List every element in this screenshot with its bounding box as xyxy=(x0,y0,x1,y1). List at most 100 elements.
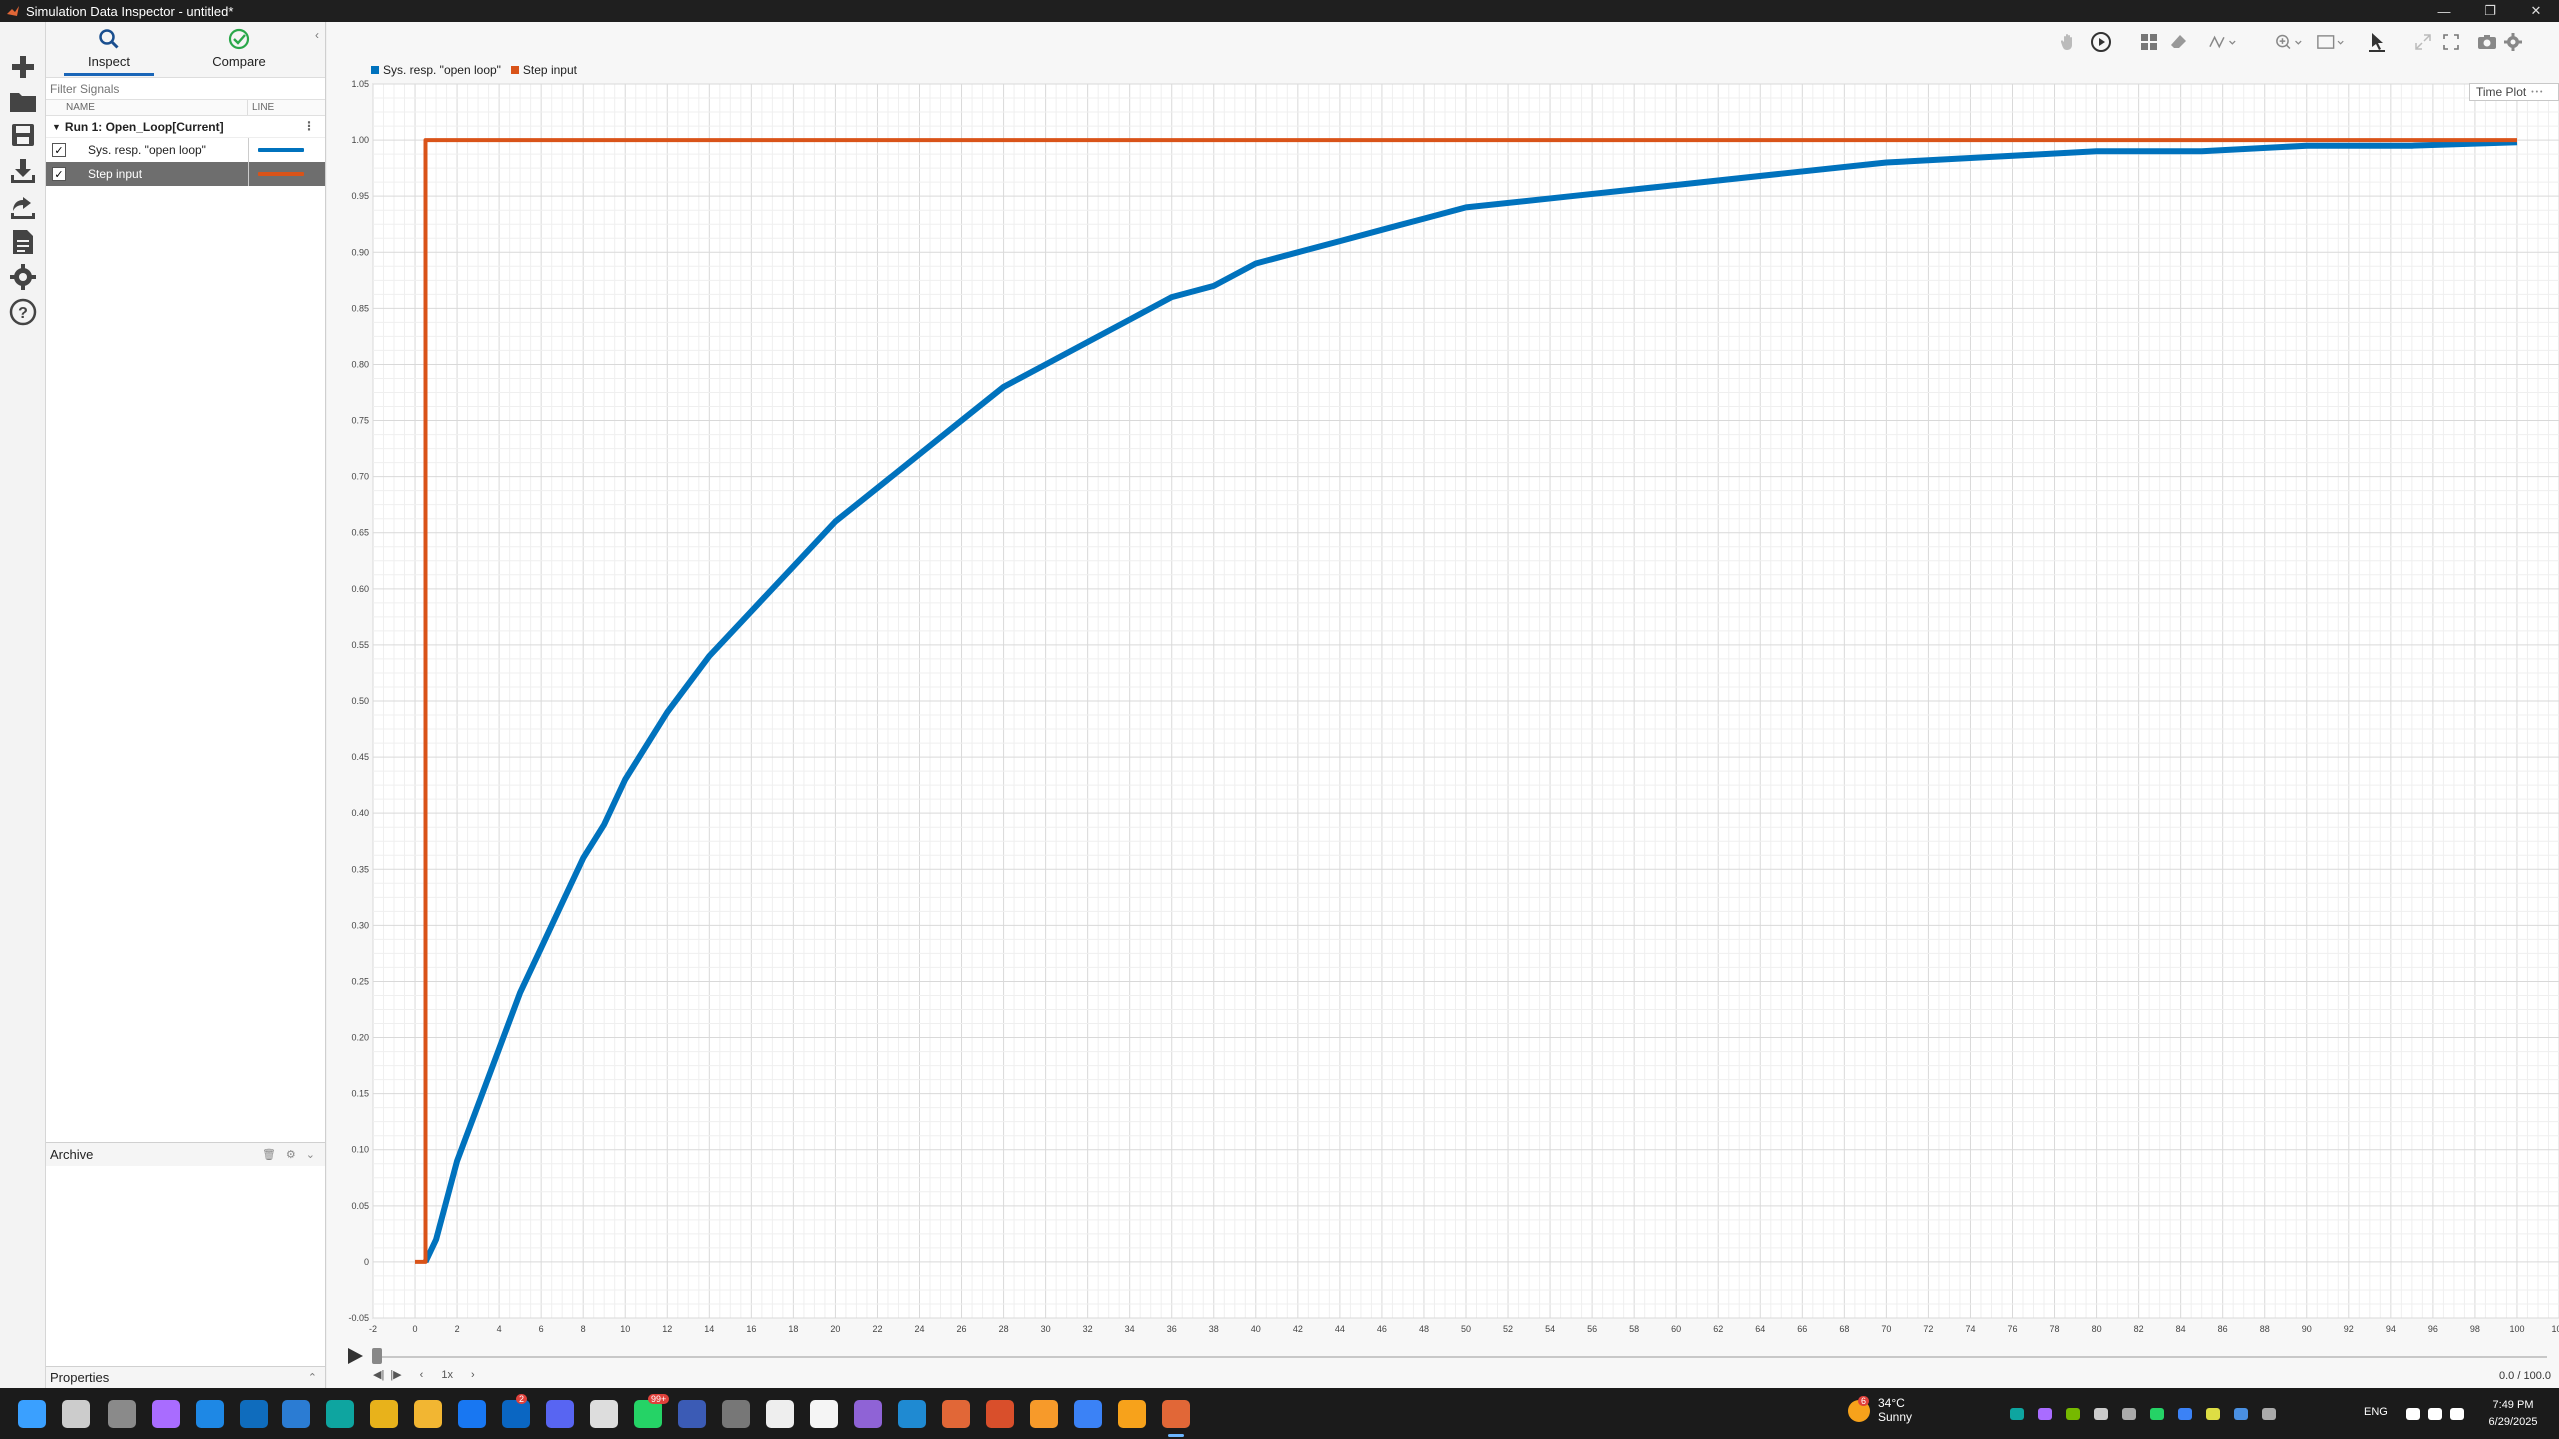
facebook-icon[interactable] xyxy=(458,1400,486,1428)
tray-edge-icon[interactable] xyxy=(2010,1408,2024,1420)
trash-icon[interactable]: 🗑 xyxy=(261,1149,276,1161)
discord-icon[interactable] xyxy=(546,1400,574,1428)
snapshot-button[interactable] xyxy=(2473,28,2501,56)
headphones-icon[interactable] xyxy=(1118,1400,1146,1428)
tray-nvidia-icon[interactable] xyxy=(2066,1408,2080,1420)
matlab-2-icon[interactable] xyxy=(986,1400,1014,1428)
preferences-button[interactable] xyxy=(6,260,40,294)
tray-whatsapp-icon[interactable] xyxy=(2150,1408,2164,1420)
collapse-panel-icon[interactable]: ‹ xyxy=(315,28,319,42)
camera-app-icon[interactable] xyxy=(590,1400,618,1428)
tray-copilot-icon[interactable] xyxy=(2038,1408,2052,1420)
edge-icon[interactable] xyxy=(326,1400,354,1428)
layout-button[interactable] xyxy=(2135,28,2163,56)
language-indicator[interactable]: ENG xyxy=(2364,1406,2388,1418)
open-button[interactable] xyxy=(6,84,40,118)
report-button[interactable] xyxy=(6,225,40,259)
run-expand-icon[interactable]: ▼ xyxy=(52,121,61,132)
step-back-icon[interactable]: ◀| xyxy=(373,1369,385,1381)
tray-app-icon[interactable] xyxy=(2094,1408,2108,1420)
import-button[interactable] xyxy=(6,154,40,188)
outlook-icon[interactable] xyxy=(240,1400,268,1428)
windows-start-icon[interactable] xyxy=(18,1400,46,1428)
slower-icon[interactable]: ‹ xyxy=(419,1368,424,1381)
vscode-icon[interactable] xyxy=(898,1400,926,1428)
tray-clock-icon[interactable] xyxy=(2234,1408,2248,1420)
clock[interactable]: 7:49 PM 6/29/2025 xyxy=(2478,1397,2548,1431)
tab-inspect[interactable]: Inspect xyxy=(64,26,154,76)
fullscreen-button[interactable] xyxy=(2437,28,2465,56)
signal-checkbox[interactable]: ✓ xyxy=(52,143,66,157)
faster-icon[interactable]: › xyxy=(470,1368,475,1381)
clear-button[interactable] xyxy=(2165,28,2193,56)
todo-icon[interactable] xyxy=(1074,1400,1102,1428)
minimize-button[interactable]: — xyxy=(2437,3,2451,19)
playback-toggle-button[interactable] xyxy=(2087,28,2115,56)
run-menu-icon[interactable]: ⋮ xyxy=(303,119,315,133)
tray-security-icon[interactable] xyxy=(2178,1408,2192,1420)
new-button[interactable] xyxy=(6,50,40,84)
visualization-button[interactable] xyxy=(2209,28,2237,56)
step-forward-icon[interactable]: |▶ xyxy=(390,1369,402,1381)
copilot-icon[interactable] xyxy=(152,1400,180,1428)
notion-icon[interactable] xyxy=(810,1400,838,1428)
search-icon[interactable] xyxy=(62,1400,90,1428)
matlab-active-icon[interactable] xyxy=(1162,1400,1190,1428)
chevron-down-icon[interactable]: ⌄ xyxy=(305,1149,315,1161)
matlab-icon[interactable] xyxy=(942,1400,970,1428)
export-button[interactable] xyxy=(6,190,40,224)
progress-handle[interactable] xyxy=(372,1348,382,1364)
tray-onedrive-icon[interactable] xyxy=(2122,1408,2136,1420)
zoom-button[interactable] xyxy=(2275,28,2303,56)
view-label: Time Plot xyxy=(2476,85,2527,99)
play-icon[interactable] xyxy=(345,1346,365,1366)
restore-button[interactable]: ❐ xyxy=(2484,3,2496,18)
file-explorer-icon[interactable] xyxy=(414,1400,442,1428)
onedrive-icon[interactable] xyxy=(282,1400,310,1428)
cursor-button[interactable] xyxy=(2363,28,2391,56)
run-row[interactable]: ▼ Run 1: Open_Loop[Current] ⋮ xyxy=(46,116,325,138)
help-button[interactable]: ? xyxy=(6,295,40,329)
battery-icon[interactable] xyxy=(2450,1408,2464,1420)
column-name-header[interactable]: NAME xyxy=(46,100,248,115)
signal-row-step-input[interactable]: ✓ Step input xyxy=(46,162,325,186)
sublime-icon[interactable] xyxy=(1030,1400,1058,1428)
settings-button[interactable] xyxy=(2499,28,2527,56)
close-button[interactable]: ✕ xyxy=(2530,3,2542,18)
signal-row-sys-resp[interactable]: ✓ Sys. resp. "open loop" xyxy=(46,138,325,162)
progress-track[interactable] xyxy=(377,1356,2547,1358)
visual-studio-icon[interactable] xyxy=(854,1400,882,1428)
game-icon[interactable] xyxy=(722,1400,750,1428)
line-style-sample[interactable] xyxy=(258,148,304,152)
more-options-icon[interactable]: • • • xyxy=(2531,88,2543,96)
fit-button[interactable] xyxy=(2317,28,2345,56)
linkedin-icon[interactable] xyxy=(502,1400,530,1428)
time-plot-label[interactable]: Time Plot • • • xyxy=(2469,83,2559,101)
legend-item[interactable]: Step input xyxy=(510,62,577,78)
line-style-sample[interactable] xyxy=(258,172,304,176)
column-line-header[interactable]: LINE xyxy=(252,102,275,113)
store-icon[interactable] xyxy=(196,1400,224,1428)
filter-signals-input[interactable] xyxy=(50,81,325,96)
speed-label[interactable]: 1x xyxy=(441,1368,453,1381)
x-tick-label: 6 xyxy=(539,1324,544,1334)
note-app-icon[interactable] xyxy=(766,1400,794,1428)
tray-keyboard-icon[interactable] xyxy=(2262,1408,2276,1420)
wifi-icon[interactable] xyxy=(2406,1408,2420,1420)
chevron-up-icon[interactable]: ⌃ xyxy=(307,1372,317,1384)
weather-widget[interactable]: 6 34°C Sunny xyxy=(1848,1396,1912,1424)
gear-icon[interactable]: ⚙ xyxy=(285,1149,296,1161)
tab-compare[interactable]: Compare xyxy=(194,26,284,76)
legend-item[interactable]: Sys. resp. "open loop" xyxy=(371,62,501,78)
save-button[interactable] xyxy=(6,118,40,152)
time-plot-chart[interactable]: -2 0 2 4 6 8 10 12 14 16 18 20 22 24 26 28 30 32 34 36 38 40 4… xyxy=(327,22,2559,1340)
pan-button[interactable] xyxy=(2055,28,2083,56)
chrome-icon[interactable] xyxy=(370,1400,398,1428)
volume-icon[interactable] xyxy=(2428,1408,2442,1420)
whatsapp-icon[interactable] xyxy=(634,1400,662,1428)
expand-button[interactable] xyxy=(2409,28,2437,56)
task-view-icon[interactable] xyxy=(108,1400,136,1428)
signal-checkbox[interactable]: ✓ xyxy=(52,167,66,181)
tray-app2-icon[interactable] xyxy=(2206,1408,2220,1420)
excel-icon[interactable] xyxy=(678,1400,706,1428)
